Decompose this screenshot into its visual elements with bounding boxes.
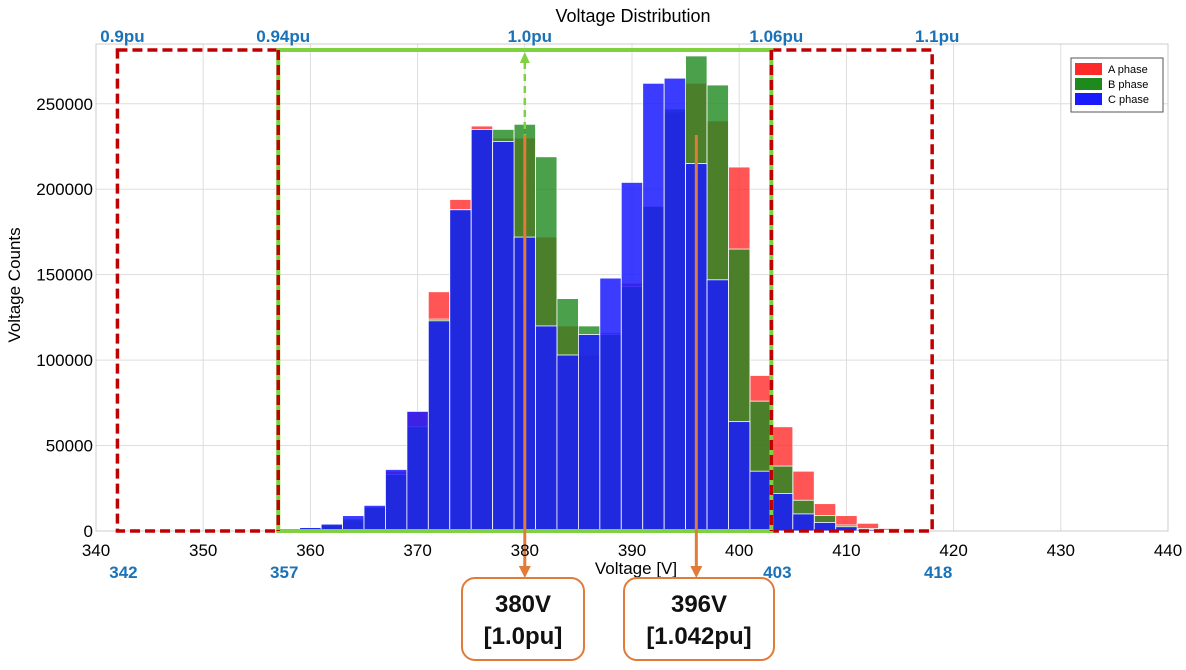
legend: A phase B phase C phase bbox=[1070, 57, 1164, 113]
bar-c-phase bbox=[620, 182, 644, 532]
x-tick-label: 390 bbox=[618, 541, 646, 560]
annotation-pu: [1.0pu] bbox=[483, 623, 563, 650]
bar-c-phase bbox=[792, 513, 815, 532]
bar-c-phase bbox=[706, 279, 729, 532]
x-tick-label: 410 bbox=[832, 541, 860, 560]
bar-c-phase bbox=[749, 470, 772, 532]
bar-c-phase bbox=[578, 334, 601, 532]
bar-c-phase bbox=[770, 493, 794, 532]
pu-marker-voltage: 418 bbox=[924, 563, 952, 582]
pu-marker-label: 0.9pu bbox=[100, 27, 144, 46]
histogram-bars bbox=[277, 55, 901, 532]
x-tick-label: 400 bbox=[725, 541, 753, 560]
x-tick-label: 420 bbox=[939, 541, 967, 560]
legend-swatch bbox=[1075, 93, 1102, 105]
legend-label: A phase bbox=[1108, 64, 1148, 76]
pu-marker-voltage: 403 bbox=[763, 563, 791, 582]
annotation-voltage: 396V bbox=[670, 591, 728, 618]
pu-marker-voltage: 342 bbox=[109, 563, 137, 582]
y-tick-label: 250000 bbox=[36, 95, 93, 114]
pu-marker-label: 1.06pu bbox=[749, 27, 803, 46]
legend-swatch bbox=[1075, 78, 1102, 90]
annotation-arrow-head bbox=[518, 566, 531, 578]
bar-c-phase bbox=[556, 354, 579, 532]
bar-c-phase bbox=[663, 77, 686, 532]
y-tick-label: 150000 bbox=[36, 266, 93, 285]
x-tick-label: 440 bbox=[1154, 541, 1182, 560]
annotation-pu: [1.042pu] bbox=[646, 623, 752, 650]
bar-c-phase bbox=[427, 320, 451, 532]
x-tick-label: 340 bbox=[82, 541, 110, 560]
bar-c-phase bbox=[599, 277, 622, 532]
bar-c-phase bbox=[449, 209, 472, 532]
annotation-callout-396: 396V [1.042pu] bbox=[623, 577, 775, 661]
legend-label: C phase bbox=[1108, 94, 1149, 106]
bar-c-phase bbox=[363, 504, 386, 532]
x-tick-label: 370 bbox=[403, 541, 431, 560]
undervoltage-band bbox=[115, 48, 280, 533]
bar-c-phase bbox=[642, 82, 665, 532]
axes: 340 350 360 370 380 390 400 410 420 430 440 0 50000 1… bbox=[36, 95, 1182, 560]
bar-c-phase bbox=[492, 140, 515, 532]
nominal-arrow-head bbox=[519, 52, 530, 63]
legend-label: B phase bbox=[1108, 79, 1148, 91]
x-axis-label: Voltage [V] bbox=[595, 559, 677, 578]
y-tick-label: 200000 bbox=[36, 180, 93, 199]
x-tick-label: 360 bbox=[296, 541, 324, 560]
y-tick-label: 0 bbox=[84, 522, 93, 541]
annotation-callout-380: 380V [1.0pu] bbox=[461, 577, 585, 661]
bar-c-phase bbox=[470, 129, 494, 532]
x-tick-label: 430 bbox=[1047, 541, 1075, 560]
x-tick-label: 380 bbox=[511, 541, 539, 560]
bar-c-phase bbox=[342, 515, 365, 532]
pu-marker-voltage: 357 bbox=[270, 563, 298, 582]
annotation-arrow-head bbox=[690, 566, 703, 578]
x-tick-label: 350 bbox=[189, 541, 217, 560]
y-axis-label: Voltage Counts bbox=[5, 227, 24, 342]
y-tick-label: 50000 bbox=[46, 437, 93, 456]
legend-swatch bbox=[1075, 63, 1102, 75]
overvoltage-band bbox=[769, 48, 934, 533]
y-tick-label: 100000 bbox=[36, 351, 93, 370]
bar-c-phase bbox=[728, 421, 751, 532]
bar-c-phase bbox=[535, 325, 558, 532]
pu-band-overlays: 0.9pu 342 0.94pu 357 1.0pu 1.06pu 403 1.1pu 418 bbox=[100, 27, 959, 582]
bar-c-phase bbox=[406, 410, 429, 532]
annotation-voltage: 380V bbox=[494, 591, 552, 618]
chart-title: Voltage Distribution bbox=[555, 6, 710, 26]
bar-c-phase bbox=[385, 469, 408, 532]
pu-marker-label: 1.0pu bbox=[508, 27, 552, 46]
pu-marker-label: 0.94pu bbox=[256, 27, 310, 46]
pu-marker-label: 1.1pu bbox=[915, 27, 959, 46]
